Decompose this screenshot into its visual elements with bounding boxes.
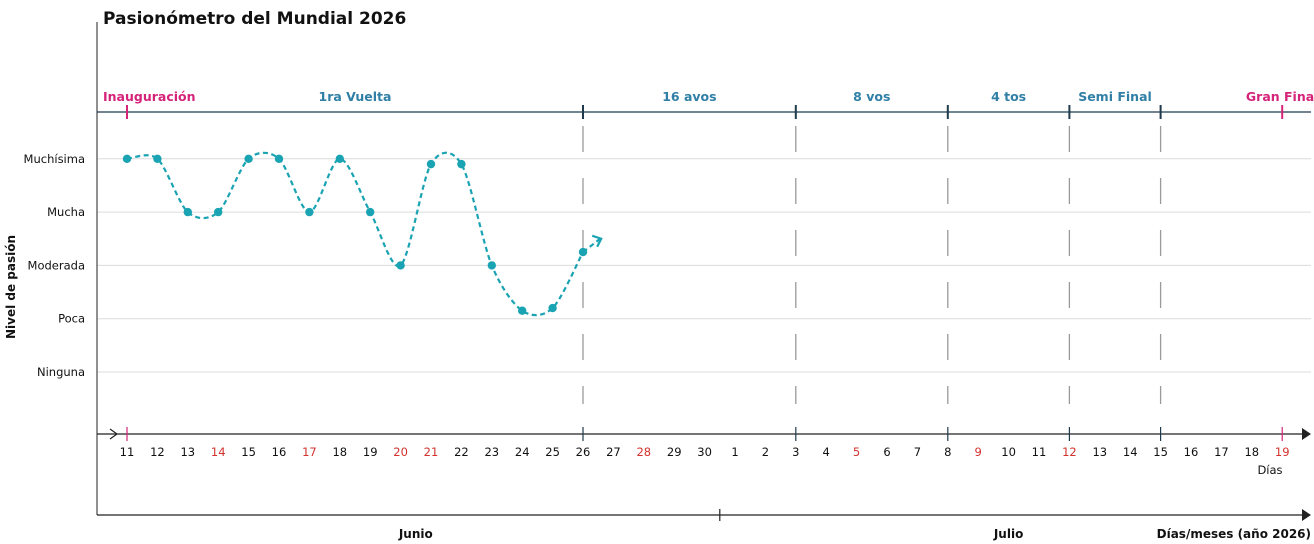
x-tick-label: 7 — [914, 445, 921, 459]
y-axis-label: Nivel de pasión — [4, 235, 18, 339]
data-point — [183, 207, 192, 217]
month-label: Junio — [398, 527, 433, 541]
day-axis-start-chevron — [109, 428, 119, 440]
y-tick-label: Poca — [58, 312, 85, 326]
data-point — [426, 159, 436, 169]
x-tick-label: 12 — [1062, 445, 1077, 459]
x-tick-label: 17 — [302, 445, 317, 459]
x-tick-label: 17 — [1214, 445, 1229, 459]
y-tick-label: Muchísima — [24, 152, 85, 166]
x-tick-label: 8 — [944, 445, 951, 459]
x-tick-label: 28 — [636, 445, 651, 459]
data-point — [153, 154, 162, 163]
series-layer — [122, 151, 603, 317]
x-tick-label: 3 — [792, 445, 799, 459]
x-tick-label: 20 — [393, 445, 408, 459]
x-tick-label: 16 — [272, 445, 287, 459]
x-tick-label: 4 — [823, 445, 830, 459]
month-axis-arrow — [1302, 509, 1311, 521]
x-tick-label: 2 — [762, 445, 769, 459]
x-tick-label: 1 — [731, 445, 738, 459]
x-tick-label: 11 — [1032, 445, 1047, 459]
axes-layer — [96, 22, 1311, 521]
day-axis-arrow — [1302, 428, 1311, 440]
data-point — [122, 154, 132, 163]
y-tick-label: Ninguna — [37, 365, 85, 379]
stages-layer: Inauguración 1ra Vuelta 16 avos 8 vos 4 tos S… — [103, 89, 1314, 441]
stage-label: 8 vos — [853, 89, 890, 104]
x-tick-label: 19 — [363, 445, 378, 459]
data-point — [305, 207, 314, 217]
x-tick-label: 19 — [1275, 445, 1290, 459]
x-tick-label: 11 — [120, 445, 135, 459]
stage-label: 4 tos — [991, 89, 1026, 104]
data-point — [457, 159, 466, 169]
y-ticks-layer: Ninguna Poca Moderada Mucha Muchísima — [24, 152, 85, 379]
data-point — [396, 261, 405, 270]
data-point — [366, 207, 375, 217]
x-tick-label: 15 — [1153, 445, 1168, 459]
x-tick-label: 30 — [697, 445, 712, 459]
chart-title: Pasionómetro del Mundial 2026 — [103, 9, 406, 29]
grid-layer — [97, 158, 1311, 373]
trend-arrowhead — [591, 234, 603, 248]
data-point — [244, 154, 253, 163]
x-tick-label: 21 — [424, 445, 439, 459]
data-point — [335, 154, 344, 163]
x-tick-label: 5 — [853, 445, 860, 459]
x-tick-label: 16 — [1184, 445, 1199, 459]
stage-label: Inauguración — [103, 89, 196, 104]
x-tick-label: 29 — [667, 445, 682, 459]
x-tick-label: 6 — [883, 445, 890, 459]
x-tick-label: 23 — [484, 445, 499, 459]
x-tick-label: 10 — [1001, 445, 1016, 459]
x-tick-label: 13 — [180, 445, 195, 459]
x-tick-label: 18 — [1244, 445, 1259, 459]
y-tick-label: Mucha — [47, 205, 85, 219]
month-label: Julio — [993, 527, 1023, 541]
x-unit-label: Días — [1257, 463, 1282, 477]
x-tick-label: 14 — [1123, 445, 1138, 459]
x-tick-label: 14 — [211, 445, 226, 459]
stage-label: 1ra Vuelta — [319, 89, 392, 104]
data-point — [214, 207, 223, 217]
x-axis-label: Días/meses (año 2026) — [1157, 527, 1311, 541]
stage-label: Semi Final — [1078, 89, 1152, 104]
x-tick-label: 12 — [150, 445, 165, 459]
x-tick-label: 22 — [454, 445, 469, 459]
x-tick-label: 15 — [241, 445, 256, 459]
data-point — [274, 154, 284, 163]
x-tick-label: 9 — [975, 445, 982, 459]
stage-label: Gran Final — [1246, 89, 1314, 104]
stage-label: 16 avos — [662, 89, 716, 104]
x-tick-label: 24 — [515, 445, 530, 459]
x-tick-label: 18 — [332, 445, 347, 459]
data-point — [578, 247, 588, 257]
x-tick-label: 25 — [545, 445, 560, 459]
series-line — [126, 151, 584, 317]
x-tick-label: 27 — [606, 445, 621, 459]
data-point — [518, 306, 527, 315]
x-tick-label: 26 — [576, 445, 591, 459]
data-point — [548, 303, 557, 313]
y-tick-label: Moderada — [28, 258, 85, 272]
x-tick-label: 13 — [1092, 445, 1107, 459]
data-point — [487, 261, 496, 270]
